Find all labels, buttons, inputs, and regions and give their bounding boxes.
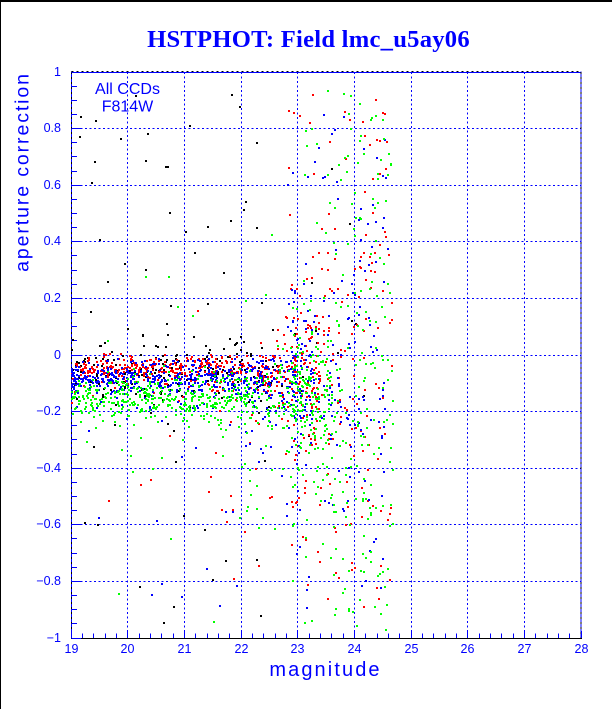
svg-text:25: 25	[405, 642, 419, 656]
svg-text:1: 1	[54, 65, 61, 79]
svg-text:aperture correction: aperture correction	[12, 72, 34, 272]
svg-text:26: 26	[461, 642, 475, 656]
svg-text:−0.2: −0.2	[36, 404, 61, 418]
svg-text:23: 23	[291, 642, 305, 656]
svg-text:24: 24	[348, 642, 362, 656]
svg-text:−1: −1	[47, 631, 61, 645]
svg-text:All CCDs: All CCDs	[95, 81, 160, 98]
svg-text:F814W: F814W	[102, 99, 154, 116]
svg-text:−0.4: −0.4	[36, 461, 61, 475]
svg-text:0.8: 0.8	[44, 121, 61, 135]
svg-text:0.4: 0.4	[44, 234, 61, 248]
svg-text:20: 20	[121, 642, 135, 656]
svg-text:19: 19	[65, 642, 79, 656]
svg-text:−0.6: −0.6	[36, 517, 61, 531]
svg-text:0: 0	[54, 348, 61, 362]
svg-text:21: 21	[178, 642, 192, 656]
svg-text:22: 22	[235, 642, 249, 656]
svg-text:27: 27	[518, 642, 532, 656]
svg-text:magnitude: magnitude	[269, 659, 381, 681]
svg-text:0.6: 0.6	[44, 178, 61, 192]
svg-text:0.2: 0.2	[44, 291, 61, 305]
svg-text:−0.8: −0.8	[36, 574, 61, 588]
svg-text:HSTPHOT: Field lmc_u5ay06: HSTPHOT: Field lmc_u5ay06	[147, 26, 470, 53]
svg-text:28: 28	[575, 642, 589, 656]
